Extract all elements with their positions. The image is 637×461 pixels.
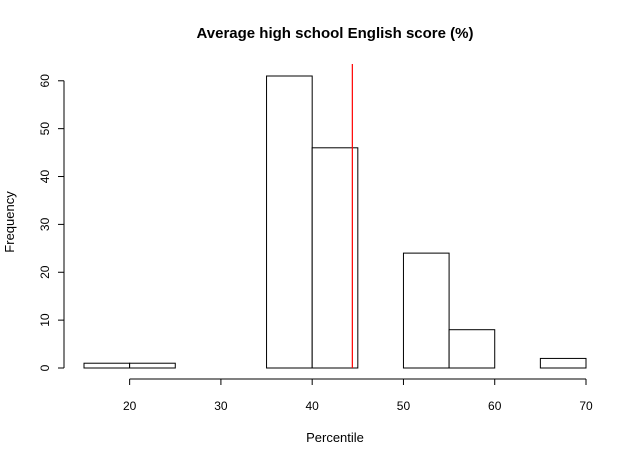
histogram-bar [539,357,587,369]
y-tick-label: 40 [38,170,52,184]
y-tick-label: 20 [38,265,52,279]
y-axis: 0 10 20 30 40 50 60 [38,74,65,371]
y-tick-label: 0 [38,364,52,371]
x-tick-label: 60 [488,399,502,413]
y-axis-label: Frequency [2,191,17,253]
y-tick-label: 60 [38,74,52,88]
y-tick-label: 30 [38,217,52,231]
y-tick-label: 10 [38,313,52,327]
x-tick-label: 40 [306,399,320,413]
histogram-bar [402,252,450,369]
histogram-bar [311,147,359,369]
x-tick-label: 20 [123,399,137,413]
y-tick-label: 50 [38,122,52,136]
x-axis: 20 30 40 50 60 70 [123,378,593,413]
histogram-bar [83,362,131,369]
bars-group [83,75,587,369]
histogram-bar [448,329,496,369]
chart-title: Average high school English score (%) [196,25,473,42]
x-tick-label: 50 [397,399,411,413]
x-tick-label: 30 [214,399,228,413]
histogram-bar [129,362,176,369]
x-tick-label: 70 [579,399,593,413]
histogram-bar [266,75,313,369]
x-axis-label: Percentile [306,430,364,445]
